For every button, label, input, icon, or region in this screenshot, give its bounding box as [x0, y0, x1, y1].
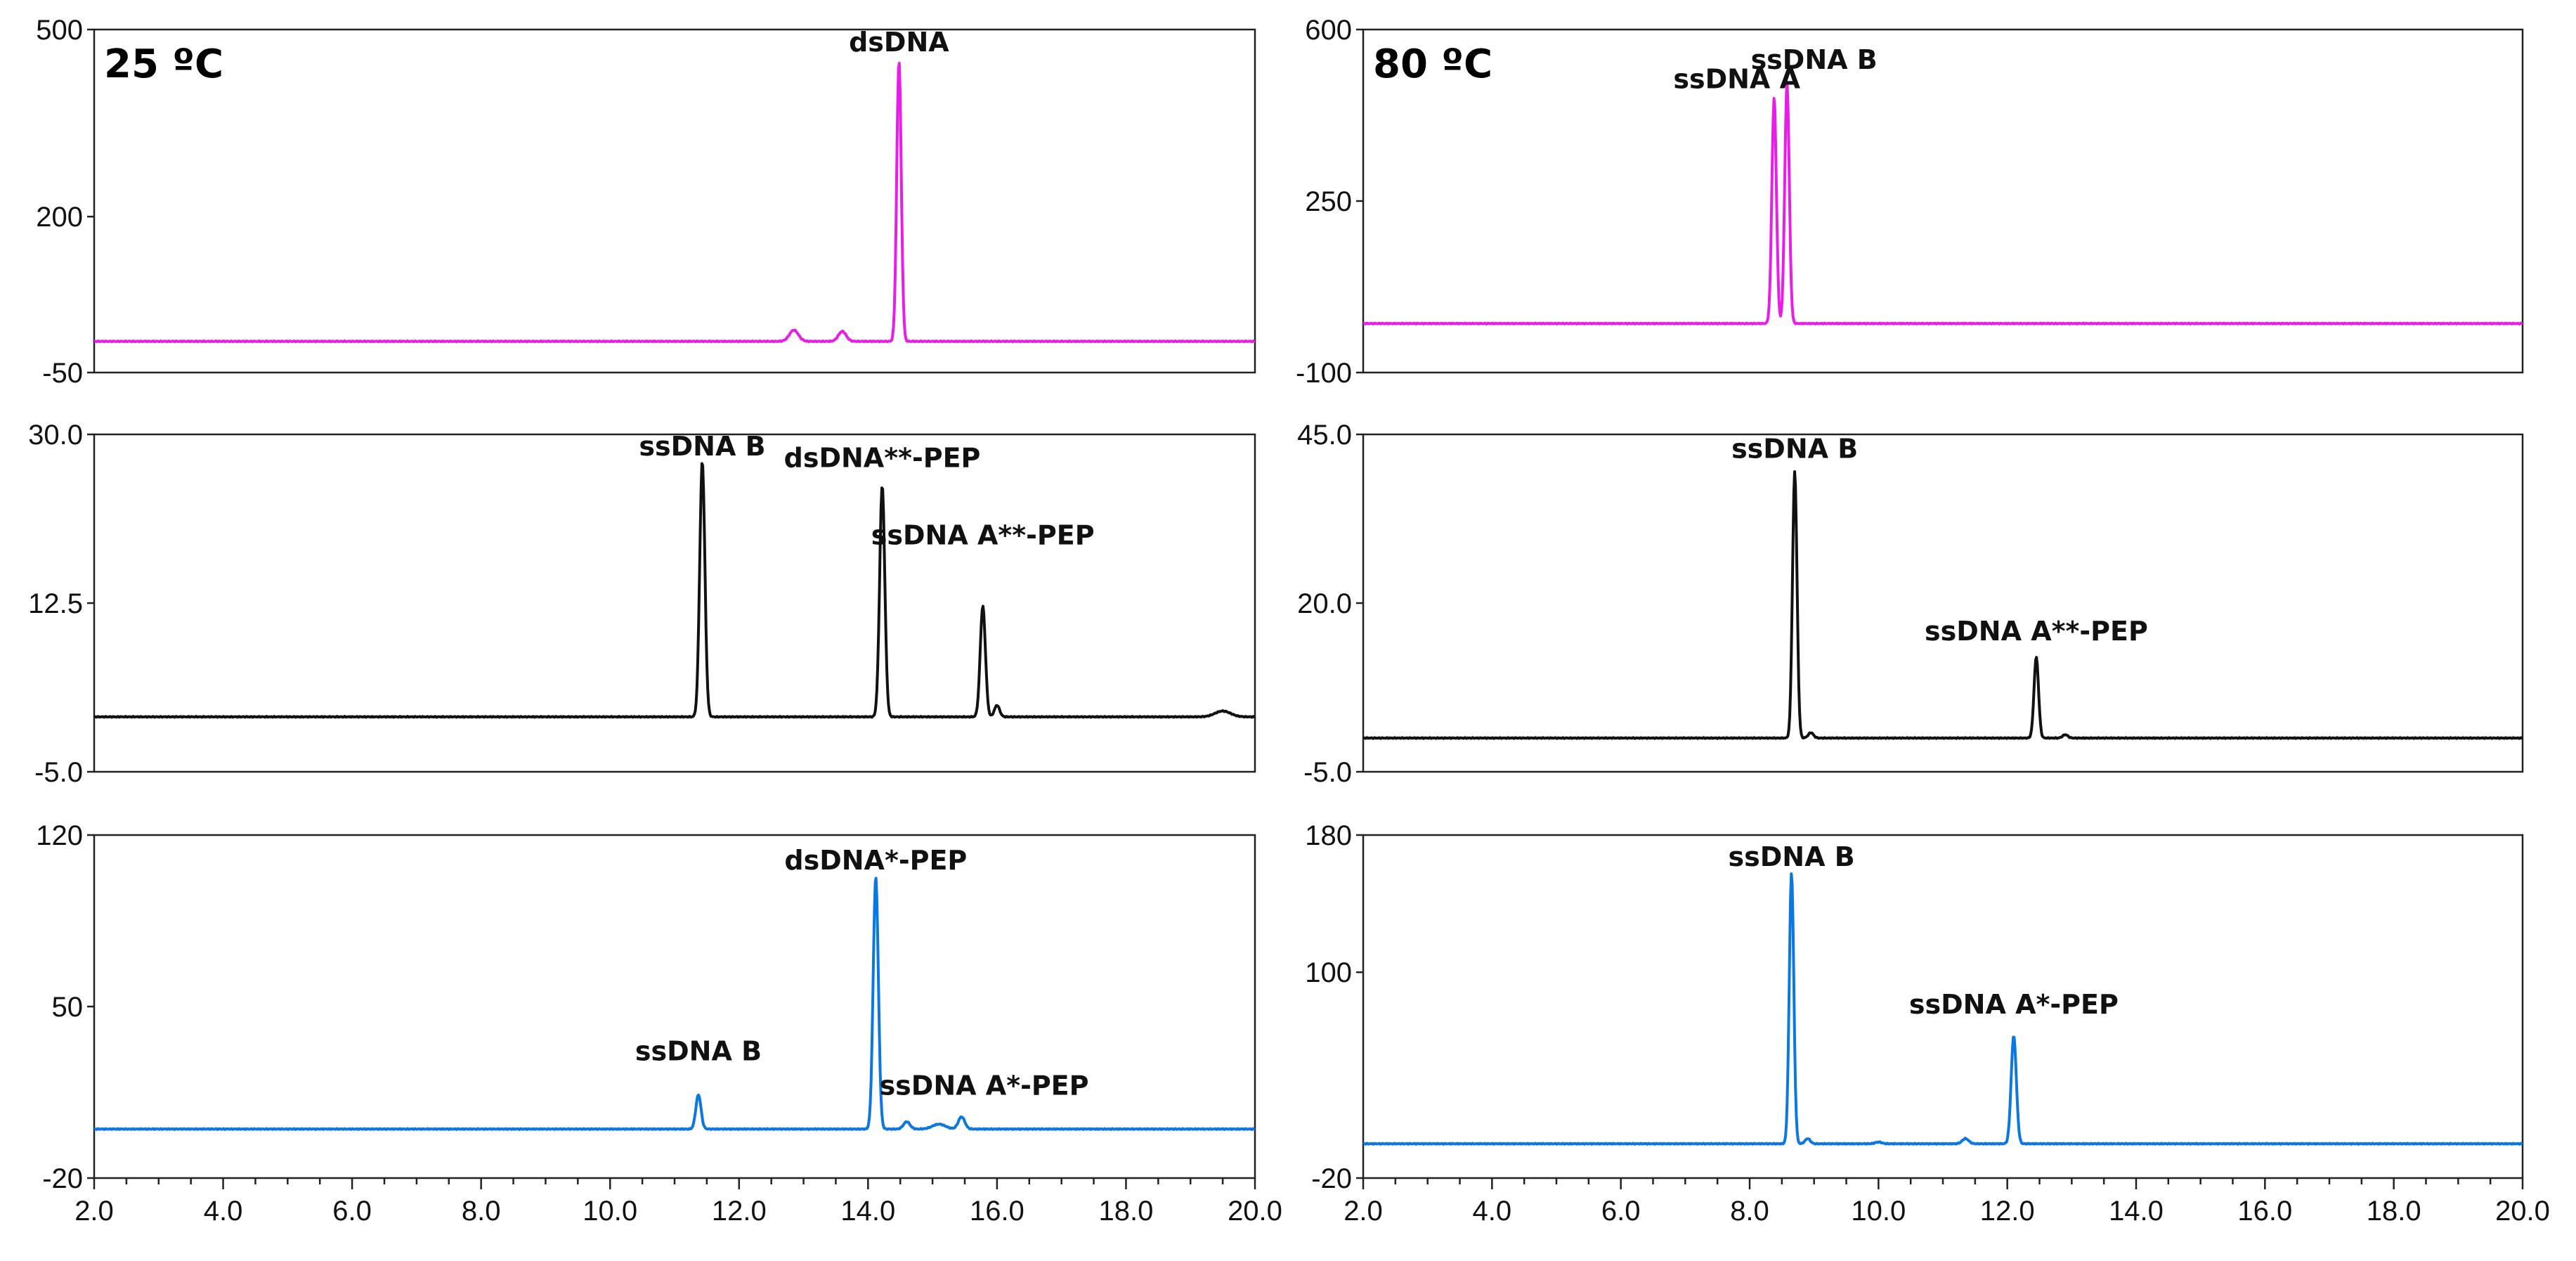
plot-frame: [93, 28, 1256, 374]
y-tick-label: -100: [1296, 358, 1352, 389]
trace-line-p5-0: [1362, 470, 2523, 740]
trace-line-p6-0: [1362, 872, 2523, 1146]
x-tick-label: 14.0: [2109, 1196, 2164, 1227]
trace-line-p4-0: [1362, 82, 2523, 325]
y-tick-label: 30.0: [28, 420, 83, 451]
y-tick-label: -5.0: [34, 757, 83, 788]
x-tick-label: 16.0: [2237, 1196, 2292, 1227]
x-tick-label: 8.0: [462, 1196, 501, 1227]
x-axis-right: 2.0 4.0 6.0 8.0 10.0 12.0 14.0 16.0 18.0 20.0: [1344, 1178, 2550, 1227]
peak-annotation: ssDNA A*-PEP: [1909, 989, 2119, 1020]
peak-annotation: ssDNA B: [1751, 44, 1878, 75]
chart-panels: 500 200 -50 dsDNA 25 ºC 30.0 12.5 -5.0 ssDNA B ds…: [28, 15, 2524, 1194]
x-tick-label: 20.0: [2495, 1196, 2550, 1227]
peak-annotation: dsDNA: [849, 27, 949, 58]
y-tick-label: 50: [52, 992, 84, 1023]
x-tick-label: 4.0: [1473, 1196, 1512, 1227]
x-tick-label: 6.0: [332, 1196, 372, 1227]
x-tick-label: 4.0: [204, 1196, 243, 1227]
y-tick-label: 200: [36, 202, 83, 233]
x-tick-label: 14.0: [840, 1196, 895, 1227]
y-tick-label: 20.0: [1297, 588, 1352, 619]
y-tick-label: -20: [1311, 1163, 1352, 1194]
temperature-label: 25 ºC: [104, 41, 223, 87]
trace-line-p2-0: [93, 462, 1256, 719]
x-tick-label: 18.0: [2367, 1196, 2421, 1227]
y-tick-label: -5.0: [1303, 757, 1352, 788]
y-tick-label: 500: [36, 15, 83, 46]
peak-annotation: ssDNA B: [1728, 841, 1854, 872]
peak-annotation: dsDNA*-PEP: [784, 845, 967, 876]
peak-annotation: ssDNA A: [1673, 64, 1800, 95]
x-tick-label: 16.0: [970, 1196, 1024, 1227]
y-tick-label: 45.0: [1297, 420, 1352, 451]
peak-annotation: ssDNA A*-PEP: [880, 1070, 1089, 1101]
y-tick-label: 120: [36, 820, 83, 851]
temperature-label: 80 ºC: [1373, 41, 1492, 87]
x-tick-label: 8.0: [1730, 1196, 1769, 1227]
x-tick-label: 2.0: [1344, 1196, 1383, 1227]
y-tick-label: 100: [1305, 957, 1352, 988]
y-tick-label: 250: [1305, 186, 1352, 217]
x-tick-label: 2.0: [74, 1196, 114, 1227]
panel-p2: 30.0 12.5 -5.0 ssDNA B dsDNA**-PEP ssDNA A**-…: [28, 420, 1256, 788]
y-tick-label: -50: [42, 358, 83, 389]
peak-annotation: ssDNA B: [639, 431, 765, 462]
panel-p1: 500 200 -50 dsDNA 25 ºC: [36, 15, 1256, 389]
y-tick-label: 600: [1305, 15, 1352, 46]
x-tick-label: 12.0: [1980, 1196, 2035, 1227]
y-tick-label: 180: [1305, 820, 1352, 851]
trace-line-p3-0: [93, 877, 1256, 1131]
x-tick-label: 18.0: [1099, 1196, 1154, 1227]
y-tick-label: 12.5: [28, 588, 83, 619]
peak-annotation: ssDNA B: [635, 1036, 762, 1067]
peak-annotation: ssDNA A**-PEP: [871, 519, 1095, 550]
peak-annotation: ssDNA A**-PEP: [1925, 616, 2148, 647]
x-tick-label: 12.0: [712, 1196, 767, 1227]
x-tick-label: 20.0: [1228, 1196, 1282, 1227]
x-axes: 2.0 4.0 6.0 8.0 10.0 12.0 14.0 16.0 18.0 20.0 2.0 4…: [74, 1178, 2550, 1227]
x-tick-label: 6.0: [1601, 1196, 1641, 1227]
x-tick-label: 10.0: [1851, 1196, 1906, 1227]
panel-p5: 45.0 20.0 -5.0 ssDNA B ssDNA A**-PEP: [1297, 420, 2524, 788]
y-tick-label: -20: [42, 1163, 83, 1194]
peak-annotation: dsDNA**-PEP: [784, 443, 981, 474]
x-tick-label: 10.0: [583, 1196, 637, 1227]
x-axis-left: 2.0 4.0 6.0 8.0 10.0 12.0 14.0 16.0 18.0 20.0: [74, 1178, 1282, 1227]
trace-line-p1-0: [93, 62, 1256, 344]
peak-annotation: ssDNA B: [1731, 434, 1858, 465]
